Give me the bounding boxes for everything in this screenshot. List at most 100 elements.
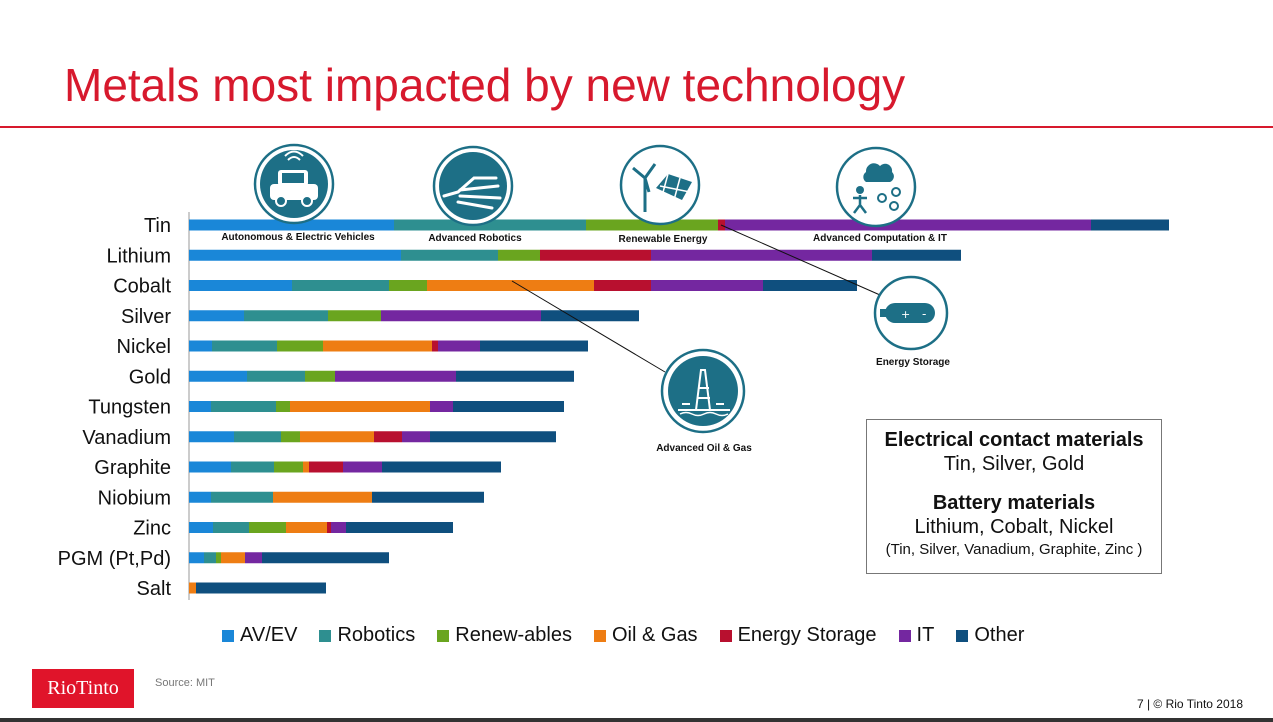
category-label: Vanadium: [82, 427, 171, 449]
category-label: Gold: [129, 366, 171, 388]
bar-segment: [389, 280, 427, 291]
bar-segment: [327, 522, 331, 533]
bar-segment: [594, 280, 651, 291]
bar-segment: [189, 370, 247, 382]
icon-label-oilgas: Advanced Oil & Gas: [656, 443, 752, 454]
battery-materials-heading: Battery materials: [932, 492, 1096, 514]
bar-segment: [328, 310, 381, 322]
legend-item: Oil & Gas: [593, 624, 698, 647]
bar-segment: [189, 249, 401, 261]
bar-segment: [189, 461, 231, 473]
bar-segment: [189, 431, 234, 443]
bar-segment: [189, 552, 204, 564]
legend-item: Renew-ables: [437, 624, 572, 647]
bar-segment: [247, 370, 305, 382]
bar-segment: [196, 582, 326, 594]
bar-segment: [204, 552, 216, 564]
bar-segment: [401, 249, 498, 261]
category-label: Zinc: [133, 518, 171, 540]
bar-segment: [189, 491, 211, 503]
legend-label: IT: [916, 624, 935, 646]
bar-segment: [427, 280, 594, 291]
legend-item: Energy Storage: [719, 624, 877, 647]
bar-segment: [274, 461, 303, 473]
bar-segment: [372, 491, 484, 503]
legend-item: Other: [956, 624, 1024, 647]
bar-segment: [276, 401, 290, 412]
icon-label-renewable: Renewable Energy: [619, 234, 708, 245]
category-label: Salt: [137, 578, 172, 600]
category-label: PGM (Pt,Pd): [58, 548, 171, 570]
category-label: Lithium: [107, 245, 171, 267]
bar-segment: [189, 310, 244, 322]
bar-segment: [480, 340, 588, 352]
bar-segment: [281, 431, 300, 443]
bar-segment: [286, 522, 327, 533]
rio-tinto-logo: RioTinto: [32, 669, 134, 708]
bar-segment: [456, 370, 574, 382]
bar-segment: [402, 431, 430, 443]
legend-label: AV/EV: [240, 624, 298, 646]
page-title: Metals most impacted by new technology: [64, 59, 906, 111]
car-icon: [253, 143, 335, 225]
oil-rig-icon: [660, 348, 746, 434]
electrical-contact-heading: Electrical contact materials: [884, 429, 1144, 451]
category-label: Tin: [144, 215, 171, 237]
title-divider: [0, 126, 1273, 128]
bar-segment: [651, 280, 763, 291]
bar-segment: [586, 219, 718, 231]
bar-segment: [438, 340, 480, 352]
bar-segment: [213, 522, 249, 533]
icon-label-av: Autonomous & Electric Vehicles: [221, 232, 375, 243]
bar-segment: [189, 522, 213, 533]
connector-oilgas: [511, 280, 666, 373]
battery-materials-list: Lithium, Cobalt, Nickel: [914, 516, 1114, 538]
legend-item: AV/EV: [222, 624, 297, 647]
page-footer: 7 | © Rio Tinto 2018: [1136, 697, 1243, 711]
bar-segment: [651, 249, 872, 261]
bar-segment: [189, 219, 394, 231]
icon-label-storage: Energy Storage: [876, 357, 950, 368]
bar-segment: [290, 401, 430, 412]
category-label: Niobium: [98, 487, 171, 509]
bar-segment: [189, 340, 212, 352]
icon-label-computation: Advanced Computation & IT: [813, 233, 947, 244]
legend-swatch: [222, 629, 234, 642]
bar-segment: [234, 431, 281, 443]
category-label: Tungsten: [88, 397, 171, 419]
bar-segment: [323, 340, 432, 352]
bar-segment: [725, 219, 1091, 231]
legend-swatch: [956, 629, 969, 642]
robotic-hand-icon: [432, 145, 514, 227]
category-label: Cobalt: [113, 276, 171, 298]
bar-segment: [277, 340, 323, 352]
bar-segment: [343, 461, 382, 473]
bottom-divider: [0, 718, 1273, 722]
bar-segment: [1091, 219, 1169, 231]
bar-segment: [432, 340, 438, 352]
svg-text:+: +: [901, 308, 910, 321]
legend-label: Robotics: [337, 624, 416, 646]
legend-swatch: [719, 629, 732, 642]
bar-segment: [453, 401, 564, 412]
legend-label: Oil & Gas: [611, 624, 698, 646]
source-note: Source: MIT: [155, 677, 215, 689]
bar-segment: [231, 461, 274, 473]
bar-segment: [346, 522, 453, 533]
svg-text:-: -: [922, 307, 926, 321]
legend-item: Robotics: [319, 624, 415, 647]
bar-segment: [221, 552, 245, 564]
battery-materials-secondary: (Tin, Silver, Vanadium, Graphite, Zinc ): [885, 541, 1143, 558]
bar-segment: [331, 522, 346, 533]
bar-segment: [540, 249, 651, 261]
legend-label: Energy Storage: [737, 624, 877, 646]
bar-segment: [394, 219, 586, 231]
legend-label: Other: [974, 624, 1025, 646]
bar-segment: [374, 431, 402, 443]
bar-segment: [430, 401, 453, 412]
connector-storage: [720, 224, 881, 296]
bar-segment: [189, 280, 292, 291]
legend-swatch: [593, 629, 606, 642]
bar-segment: [189, 582, 196, 594]
